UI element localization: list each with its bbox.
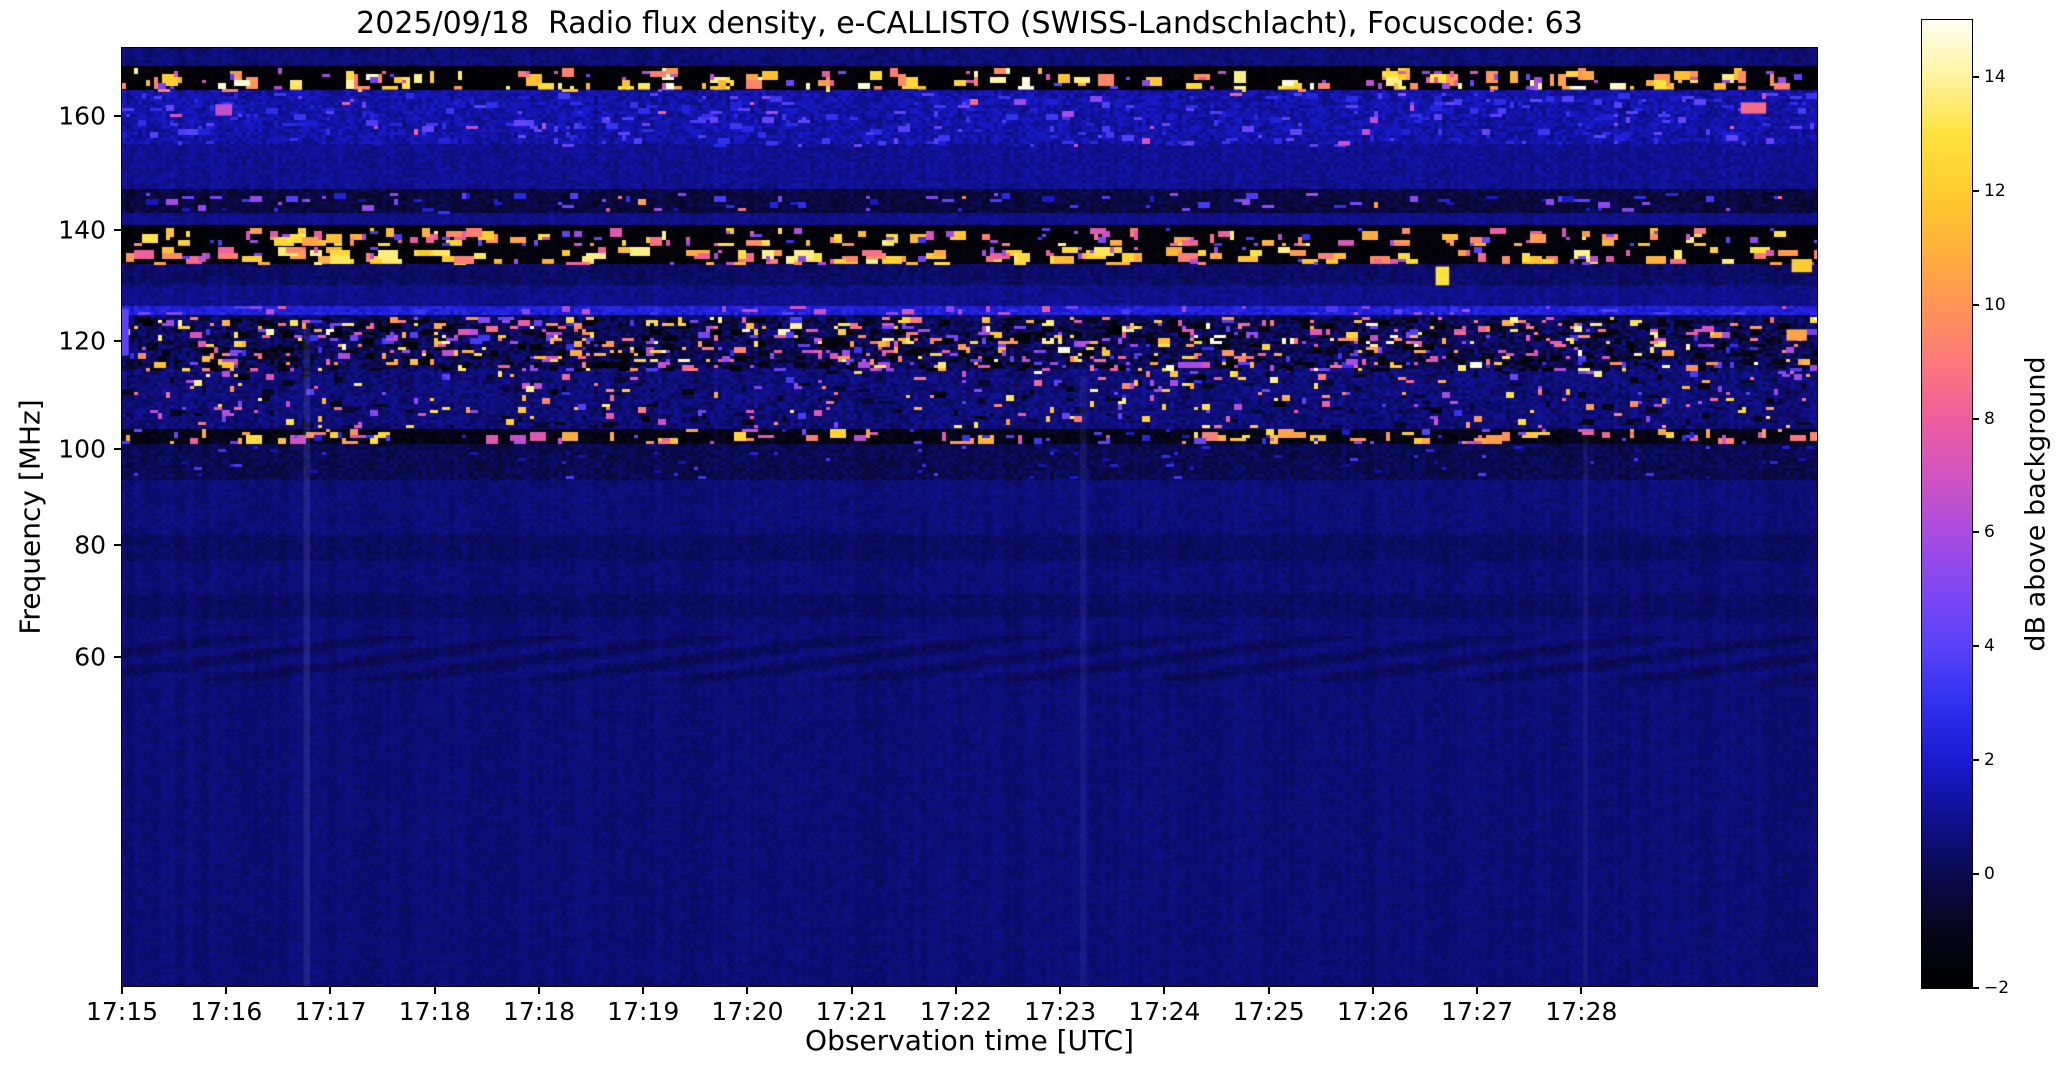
colorbar-tick-label: 12 (1984, 180, 2006, 201)
x-tick-label: 17:17 (294, 997, 367, 1026)
x-tick-label: 17:25 (1232, 997, 1305, 1026)
y-tick-label: 160 (58, 101, 106, 131)
x-tick-mark (850, 986, 853, 994)
colorbar-tick-mark (1972, 873, 1979, 876)
x-tick-label: 17:27 (1441, 997, 1514, 1026)
colorbar-gradient (1922, 20, 1972, 988)
plot-area (121, 47, 1818, 987)
colorbar-label: dB above background (2020, 356, 2052, 652)
x-tick-label: 17:23 (1024, 997, 1097, 1026)
colorbar-tick-mark (1972, 417, 1979, 420)
y-tick-mark (114, 447, 122, 450)
x-tick-mark (433, 986, 436, 994)
colorbar-tick-label: 10 (1984, 294, 2006, 315)
colorbar-tick-mark (1972, 75, 1979, 78)
x-tick-mark (746, 986, 749, 994)
y-axis-ticks: 160 140 120 100 80 60 (0, 48, 122, 986)
colorbar-tick-label: 4 (1984, 636, 1995, 657)
colorbar-tick-label: −2 (1984, 978, 2010, 998)
x-tick-label: 17:24 (1128, 997, 1201, 1026)
colorbar-tick-label: 14 (1984, 66, 2006, 87)
chart-title: 2025/09/18 Radio flux density, e-CALLIST… (356, 6, 1583, 41)
colorbar-tick-mark (1972, 987, 1979, 989)
y-tick-mark (114, 228, 122, 231)
y-tick-mark (114, 339, 122, 342)
y-tick-label: 100 (58, 434, 106, 464)
y-tick-mark (114, 115, 122, 118)
x-tick-label: 17:28 (1545, 997, 1618, 1026)
colorbar-ticks: 14 12 10 8 6 4 2 0 −2 (1972, 20, 2066, 998)
x-tick-label: 17:26 (1336, 997, 1409, 1026)
x-tick-mark (1163, 986, 1166, 994)
x-tick-label: 17:18 (502, 997, 575, 1026)
x-tick-label: 17:18 (398, 997, 471, 1026)
x-tick-label: 17:19 (607, 997, 680, 1026)
x-tick-label: 17:21 (815, 997, 888, 1026)
x-tick-mark (537, 986, 540, 994)
y-tick-mark (114, 544, 122, 547)
x-tick-label: 17:22 (919, 997, 992, 1026)
x-tick-mark (1371, 986, 1374, 994)
x-tick-mark (1059, 986, 1062, 994)
y-tick-label: 60 (74, 642, 106, 672)
colorbar (1921, 19, 1973, 989)
y-tick-label: 80 (74, 530, 106, 560)
x-tick-mark (121, 986, 123, 994)
x-tick-mark (1476, 986, 1479, 994)
colorbar-tick-mark (1972, 531, 1979, 534)
y-tick-mark (114, 655, 122, 658)
x-tick-mark (1580, 986, 1583, 994)
x-tick-mark (642, 986, 645, 994)
x-tick-mark (225, 986, 228, 994)
x-tick-mark (954, 986, 957, 994)
colorbar-tick-label: 6 (1984, 522, 1995, 543)
spectrogram-canvas (122, 48, 1817, 986)
x-tick-mark (329, 986, 332, 994)
colorbar-tick-label: 0 (1984, 864, 1995, 885)
x-tick-label: 17:20 (711, 997, 784, 1026)
x-tick-mark (1267, 986, 1270, 994)
colorbar-tick-mark (1972, 303, 1979, 306)
x-tick-label: 17:16 (190, 997, 263, 1026)
colorbar-tick-label: 2 (1984, 750, 1995, 771)
colorbar-tick-mark (1972, 645, 1979, 648)
colorbar-tick-mark (1972, 189, 1979, 192)
y-tick-label: 140 (58, 215, 106, 245)
x-axis-label: Observation time [UTC] (805, 1024, 1134, 1057)
colorbar-tick-mark (1972, 759, 1979, 762)
colorbar-tick-label: 8 (1984, 408, 1995, 429)
x-axis-ticks: 17:15 17:16 17:17 17:18 17:18 17:19 17:20 17:21… (86, 986, 1817, 1036)
y-tick-label: 120 (58, 326, 106, 356)
x-tick-label: 17:15 (85, 997, 159, 1026)
